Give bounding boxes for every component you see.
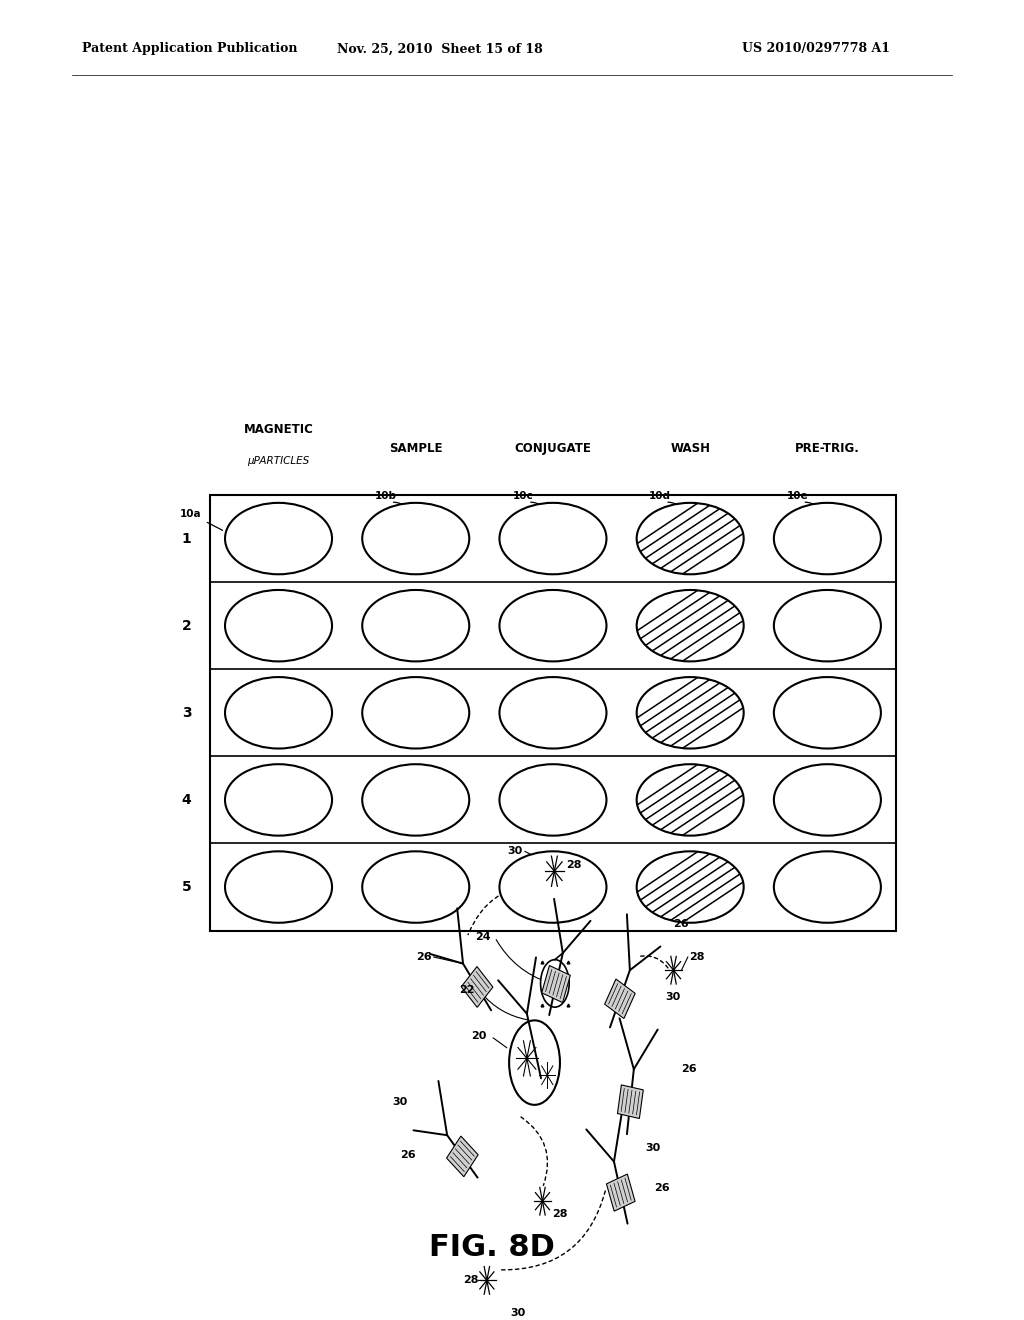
Text: 10c: 10c <box>512 491 534 502</box>
Text: 26: 26 <box>653 1183 670 1193</box>
Ellipse shape <box>225 503 332 574</box>
Text: 30: 30 <box>646 1143 660 1154</box>
Ellipse shape <box>637 851 743 923</box>
Ellipse shape <box>362 851 469 923</box>
Bar <box>210 495 896 931</box>
Ellipse shape <box>637 590 743 661</box>
Ellipse shape <box>500 764 606 836</box>
Ellipse shape <box>225 677 332 748</box>
Ellipse shape <box>362 503 469 574</box>
Text: 10b: 10b <box>375 491 396 502</box>
Text: 4: 4 <box>181 793 191 807</box>
Text: WASH: WASH <box>670 442 711 455</box>
Text: Nov. 25, 2010  Sheet 15 of 18: Nov. 25, 2010 Sheet 15 of 18 <box>338 42 543 55</box>
Text: 24: 24 <box>475 932 490 942</box>
Text: FIG. 8D: FIG. 8D <box>429 1233 554 1262</box>
Text: μPARTICLES: μPARTICLES <box>248 455 309 466</box>
Text: 10a: 10a <box>180 510 202 519</box>
Text: US 2010/0297778 A1: US 2010/0297778 A1 <box>742 42 891 55</box>
Text: 28: 28 <box>464 1275 479 1286</box>
Ellipse shape <box>774 590 881 661</box>
Ellipse shape <box>509 1020 560 1105</box>
Ellipse shape <box>362 590 469 661</box>
Bar <box>617 1085 643 1118</box>
Ellipse shape <box>362 764 469 836</box>
Text: 30: 30 <box>666 991 681 1002</box>
Text: 22: 22 <box>460 985 475 995</box>
Bar <box>606 1173 635 1212</box>
Text: 26: 26 <box>682 1064 697 1074</box>
Text: 26: 26 <box>399 1150 416 1160</box>
Bar <box>604 979 635 1019</box>
Text: 10d: 10d <box>649 491 671 502</box>
Text: 10e: 10e <box>786 491 808 502</box>
Text: 30: 30 <box>392 1097 408 1107</box>
Text: 28: 28 <box>689 952 705 962</box>
Text: 30: 30 <box>511 1308 526 1319</box>
Ellipse shape <box>541 960 569 1007</box>
Ellipse shape <box>774 851 881 923</box>
Ellipse shape <box>500 851 606 923</box>
Ellipse shape <box>500 590 606 661</box>
Ellipse shape <box>637 764 743 836</box>
Ellipse shape <box>500 677 606 748</box>
Text: CONJUGATE: CONJUGATE <box>514 442 592 455</box>
Bar <box>446 1137 478 1176</box>
Ellipse shape <box>362 677 469 748</box>
Text: 30: 30 <box>507 846 522 857</box>
Text: 5: 5 <box>181 880 191 894</box>
Ellipse shape <box>225 590 332 661</box>
Ellipse shape <box>225 764 332 836</box>
Ellipse shape <box>637 677 743 748</box>
Bar <box>542 965 570 1003</box>
Text: SAMPLE: SAMPLE <box>389 442 442 455</box>
Text: 26: 26 <box>416 952 431 962</box>
Text: 26: 26 <box>674 919 689 929</box>
Ellipse shape <box>774 764 881 836</box>
Text: 3: 3 <box>182 706 191 719</box>
Ellipse shape <box>774 677 881 748</box>
Bar <box>461 966 493 1007</box>
Text: 1: 1 <box>181 532 191 545</box>
Text: 28: 28 <box>566 859 582 870</box>
Text: 28: 28 <box>552 1209 567 1220</box>
Text: Patent Application Publication: Patent Application Publication <box>82 42 297 55</box>
Ellipse shape <box>774 503 881 574</box>
Text: 20: 20 <box>471 1031 486 1041</box>
Text: PRE-TRIG.: PRE-TRIG. <box>795 442 860 455</box>
Text: MAGNETIC: MAGNETIC <box>244 422 313 436</box>
Ellipse shape <box>637 503 743 574</box>
Text: 2: 2 <box>181 619 191 632</box>
Ellipse shape <box>500 503 606 574</box>
Ellipse shape <box>225 851 332 923</box>
